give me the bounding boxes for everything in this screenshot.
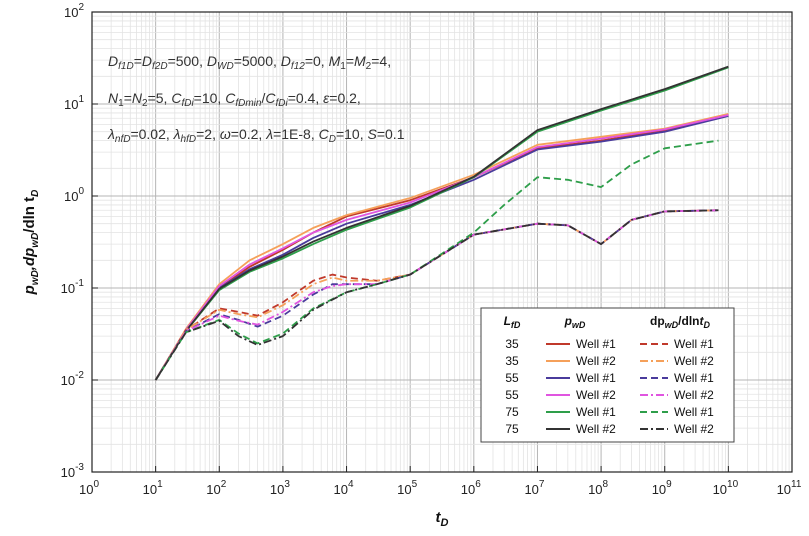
legend-pwd-label: Well #2 — [576, 422, 616, 436]
series-line-10 — [154, 209, 719, 381]
x-tick-label: 106 — [461, 479, 481, 497]
plot-frame — [91, 11, 793, 473]
y-tick-label: 10-2 — [61, 370, 85, 388]
legend-lfd-value: 55 — [505, 371, 519, 385]
legend-dp-label: Well #2 — [674, 422, 714, 436]
x-tick-label: 109 — [652, 479, 672, 497]
y-tick-label: 100 — [64, 186, 84, 204]
annotation-line-2: N1=N2=5, CfDi=10, CfDmin/CfDi=0.4, ε=0.2… — [108, 90, 361, 109]
legend-lfd-value: 75 — [505, 405, 519, 419]
legend-box — [480, 307, 735, 443]
series-line-12 — [154, 209, 719, 381]
x-tick-label: 102 — [206, 479, 226, 497]
legend-pwd-label: Well #1 — [576, 405, 616, 419]
series-group — [154, 65, 729, 381]
svg-text:tD: tD — [436, 509, 449, 529]
annotation-line-1: Df1D=Df2D=500, DWD=5000, Df12=0, M1=M2=4… — [108, 53, 391, 72]
legend: LfD pwD dpwD/dlntD 35 Well #1 Well #135 Wel… — [480, 307, 735, 443]
y-axis-label: pwD,dpwD/dln tD — [21, 190, 41, 296]
y-tick-label: 10-1 — [61, 278, 85, 296]
series-line-7 — [154, 209, 719, 381]
svg-text:pwD,dpwD/dln tD: pwD,dpwD/dln tD — [21, 190, 41, 296]
legend-lfd-value: 35 — [505, 354, 519, 368]
legend-pwd-label: Well #1 — [576, 371, 616, 385]
series-line-2 — [154, 113, 729, 381]
y-tick-label: 102 — [64, 2, 84, 20]
x-axis-label: tD — [436, 509, 449, 529]
legend-rows: 35 Well #1 Well #1 35 Well #2 Well #2 55 Well #… — [505, 337, 714, 436]
legend-lfd-value: 35 — [505, 337, 519, 351]
x-tick-label: 104 — [334, 479, 354, 497]
parameter-annotation: Df1D=Df2D=500, DWD=5000, Df12=0, M1=M2=4… — [107, 53, 405, 145]
annotation-line-3: λnfD=0.02, λhfD=2, ω=0.2, λ=1E-8, CD=10,… — [107, 126, 405, 145]
y-tick-label: 10-3 — [61, 462, 85, 480]
x-tick-label: 101 — [143, 479, 163, 497]
x-tick-label: 1011 — [777, 479, 802, 497]
legend-dp-label: Well #1 — [674, 337, 714, 351]
y-tick-label: 101 — [64, 94, 84, 112]
legend-pwd-label: Well #2 — [576, 388, 616, 402]
series-line-4 — [154, 114, 729, 381]
series-line-9 — [154, 209, 719, 381]
x-tick-label: 103 — [270, 479, 290, 497]
x-tick-label: 105 — [397, 479, 417, 497]
legend-lfd-value: 75 — [505, 422, 519, 436]
legend-dp-label: Well #2 — [674, 388, 714, 402]
legend-dp-label: Well #2 — [674, 354, 714, 368]
legend-pwd-label: Well #2 — [576, 354, 616, 368]
x-tick-label: 107 — [524, 479, 544, 497]
legend-header-dp: dpwD/dlntD — [650, 314, 711, 330]
x-tick-label: 100 — [79, 479, 99, 497]
legend-dp-label: Well #1 — [674, 371, 714, 385]
legend-lfd-value: 55 — [505, 388, 519, 402]
x-tick-label: 108 — [588, 479, 608, 497]
legend-dp-label: Well #1 — [674, 405, 714, 419]
legend-pwd-label: Well #1 — [576, 337, 616, 351]
x-tick-label: 1010 — [713, 479, 739, 497]
series-line-6 — [154, 65, 729, 381]
